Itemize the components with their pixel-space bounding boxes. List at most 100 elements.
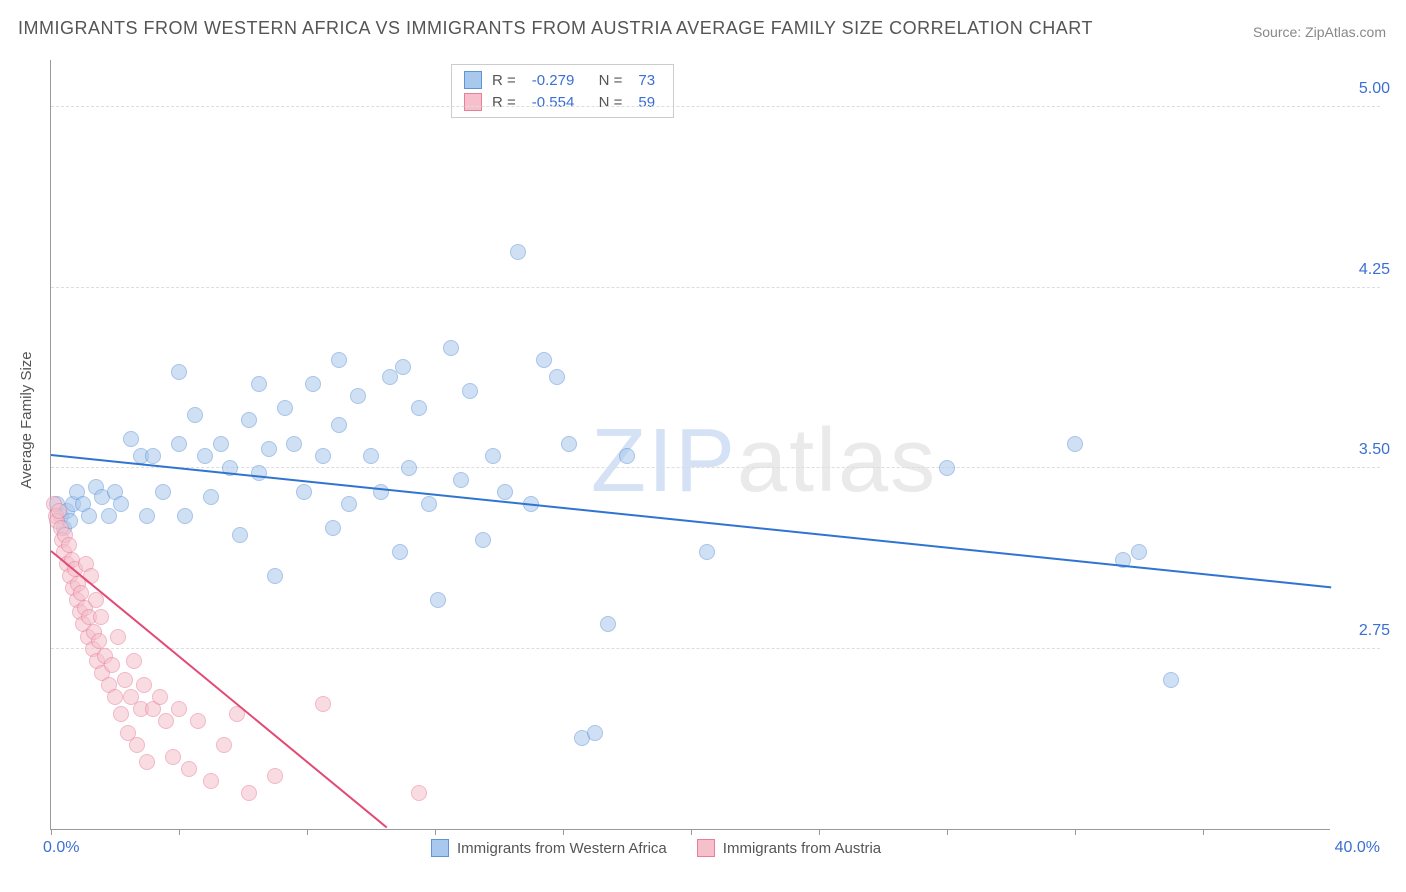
data-point-austria xyxy=(61,537,77,553)
plot-area: ZIPatlas R = -0.279 N = 73R = -0.554 N =… xyxy=(50,60,1330,830)
x-tick xyxy=(691,829,692,835)
data-point-austria xyxy=(315,696,331,712)
data-point-western_africa xyxy=(600,616,616,632)
bottom-legend: Immigrants from Western Africa Immigrants… xyxy=(431,839,881,857)
trend-line-austria xyxy=(50,551,387,829)
legend-swatch-western_africa xyxy=(431,839,449,857)
data-point-austria xyxy=(110,629,126,645)
data-point-western_africa xyxy=(363,448,379,464)
trend-line-western_africa xyxy=(51,454,1331,588)
data-point-western_africa xyxy=(939,460,955,476)
data-point-austria xyxy=(126,653,142,669)
data-point-western_africa xyxy=(411,400,427,416)
x-tick xyxy=(179,829,180,835)
data-point-western_africa xyxy=(1163,672,1179,688)
source-label: Source: xyxy=(1253,24,1305,40)
x-tick xyxy=(307,829,308,835)
data-point-western_africa xyxy=(315,448,331,464)
data-point-western_africa xyxy=(510,244,526,260)
stats-n-label: N = xyxy=(590,94,622,111)
data-point-austria xyxy=(267,768,283,784)
data-point-western_africa xyxy=(267,568,283,584)
data-point-austria xyxy=(107,689,123,705)
data-point-austria xyxy=(117,672,133,688)
stats-row-austria: R = -0.554 N = 59 xyxy=(464,91,661,113)
data-point-western_africa xyxy=(197,448,213,464)
gridline-horizontal xyxy=(51,287,1380,288)
data-point-western_africa xyxy=(331,352,347,368)
legend-item-austria: Immigrants from Austria xyxy=(697,839,881,857)
data-point-austria xyxy=(136,677,152,693)
data-point-austria xyxy=(129,737,145,753)
data-point-western_africa xyxy=(497,484,513,500)
data-point-western_africa xyxy=(453,472,469,488)
x-tick xyxy=(51,829,52,835)
data-point-western_africa xyxy=(443,340,459,356)
data-point-western_africa xyxy=(177,508,193,524)
data-point-western_africa xyxy=(331,417,347,433)
stats-n-value: 59 xyxy=(638,94,655,111)
legend-label-austria: Immigrants from Austria xyxy=(723,840,881,857)
y-tick-label: 3.50 xyxy=(1340,441,1390,459)
data-point-western_africa xyxy=(430,592,446,608)
data-point-western_africa xyxy=(232,527,248,543)
watermark: ZIPatlas xyxy=(591,410,937,513)
legend-swatch-austria xyxy=(697,839,715,857)
data-point-western_africa xyxy=(101,508,117,524)
watermark-zip: ZIP xyxy=(591,411,737,511)
data-point-austria xyxy=(51,503,67,519)
y-tick-label: 2.75 xyxy=(1340,622,1390,640)
gridline-horizontal xyxy=(51,467,1380,468)
x-tick xyxy=(563,829,564,835)
data-point-austria xyxy=(93,609,109,625)
y-tick-label: 5.00 xyxy=(1340,80,1390,98)
data-point-western_africa xyxy=(155,484,171,500)
stats-r-label: R = xyxy=(492,72,516,89)
data-point-western_africa xyxy=(286,436,302,452)
data-point-western_africa xyxy=(1131,544,1147,560)
data-point-western_africa xyxy=(261,441,277,457)
data-point-western_africa xyxy=(341,496,357,512)
stats-r-value: -0.279 xyxy=(532,72,575,89)
stats-swatch-western_africa xyxy=(464,71,482,89)
data-point-western_africa xyxy=(619,448,635,464)
data-point-western_africa xyxy=(187,407,203,423)
stats-n-label: N = xyxy=(590,72,622,89)
legend-label-western_africa: Immigrants from Western Africa xyxy=(457,840,667,857)
x-axis-min-label: 0.0% xyxy=(43,839,79,857)
data-point-western_africa xyxy=(213,436,229,452)
stats-legend-box: R = -0.279 N = 73R = -0.554 N = 59 xyxy=(451,64,674,118)
data-point-western_africa xyxy=(203,489,219,505)
stats-r-value: -0.554 xyxy=(532,94,575,111)
data-point-western_africa xyxy=(113,496,129,512)
data-point-western_africa xyxy=(536,352,552,368)
data-point-austria xyxy=(181,761,197,777)
data-point-western_africa xyxy=(171,364,187,380)
data-point-western_africa xyxy=(549,369,565,385)
data-point-western_africa xyxy=(462,383,478,399)
data-point-western_africa xyxy=(251,376,267,392)
data-point-western_africa xyxy=(251,465,267,481)
data-point-western_africa xyxy=(241,412,257,428)
x-tick xyxy=(1075,829,1076,835)
data-point-western_africa xyxy=(485,448,501,464)
data-point-austria xyxy=(113,706,129,722)
data-point-western_africa xyxy=(171,436,187,452)
stats-swatch-austria xyxy=(464,93,482,111)
data-point-western_africa xyxy=(325,520,341,536)
data-point-austria xyxy=(88,592,104,608)
x-tick xyxy=(1203,829,1204,835)
source-value: ZipAtlas.com xyxy=(1305,24,1386,40)
data-point-western_africa xyxy=(145,448,161,464)
x-tick xyxy=(947,829,948,835)
gridline-horizontal xyxy=(51,648,1380,649)
data-point-western_africa xyxy=(296,484,312,500)
x-tick xyxy=(435,829,436,835)
data-point-western_africa xyxy=(392,544,408,560)
data-point-austria xyxy=(171,701,187,717)
data-point-austria xyxy=(411,785,427,801)
data-point-western_africa xyxy=(305,376,321,392)
y-tick-label: 4.25 xyxy=(1340,261,1390,279)
data-point-western_africa xyxy=(401,460,417,476)
chart-title: IMMIGRANTS FROM WESTERN AFRICA VS IMMIGR… xyxy=(18,18,1093,39)
